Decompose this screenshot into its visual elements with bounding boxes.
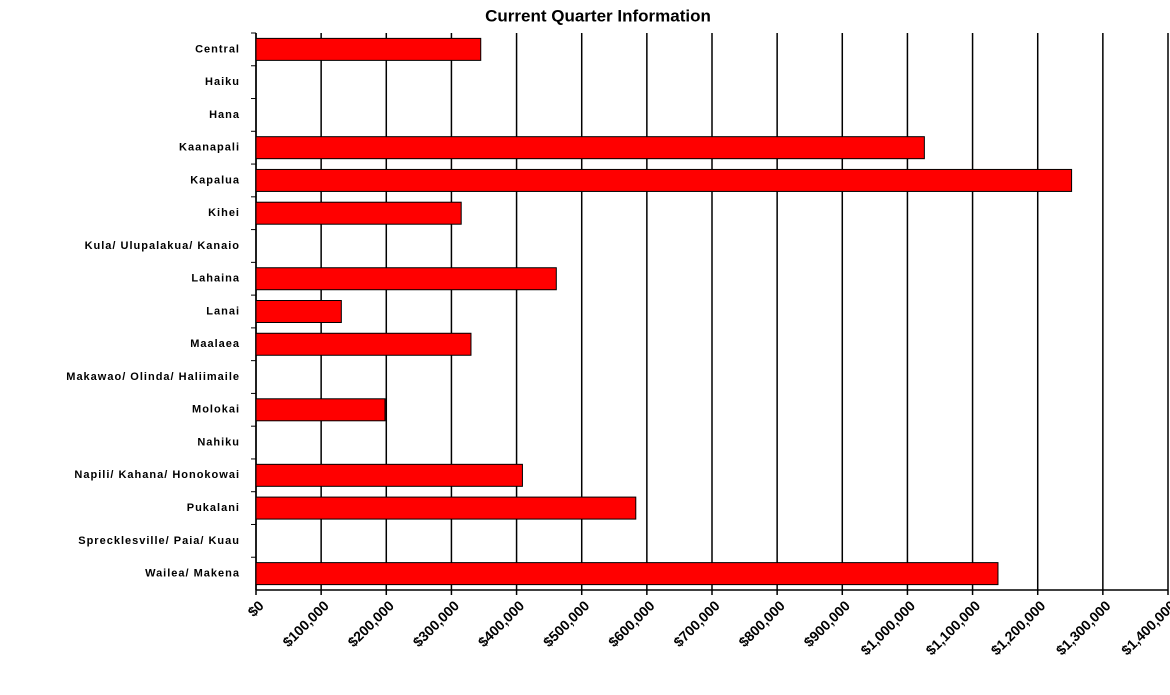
bar <box>255 168 1073 192</box>
bar <box>255 300 342 323</box>
x-tick-label: $500,000 <box>540 597 593 650</box>
y-tick-label: Wailea/ Makena <box>145 568 240 580</box>
y-tick-label: Lanai <box>206 305 240 317</box>
bar <box>255 332 472 356</box>
y-tick-label: Kula/ Ulupalakua/ Kanaio <box>85 240 240 252</box>
y-tick-label: Maalaea <box>190 338 240 350</box>
y-tick-label: Kapalua <box>190 174 240 186</box>
bar <box>255 398 386 422</box>
bar <box>255 267 557 291</box>
x-tick-label: $1,300,000 <box>1053 597 1114 658</box>
y-tick-label: Pukalani <box>187 502 240 514</box>
y-tick-label: Hana <box>209 109 240 121</box>
y-tick-label: Sprecklesville/ Paia/ Kuau <box>78 535 240 547</box>
x-tick-label: $1,400,000 <box>1118 597 1170 658</box>
x-tick-label: $400,000 <box>475 597 528 650</box>
y-tick-label: Haiku <box>205 76 240 88</box>
y-tick-label: Central <box>195 43 240 55</box>
x-tick-label: $1,100,000 <box>922 597 983 658</box>
x-tick-label: $700,000 <box>670 597 723 650</box>
x-tick-label: $900,000 <box>800 597 853 650</box>
x-tick-label: $100,000 <box>279 597 332 650</box>
bar <box>255 496 637 520</box>
x-tick-label: $600,000 <box>605 597 658 650</box>
bar <box>255 201 462 225</box>
bar <box>255 562 999 586</box>
bar <box>255 37 482 61</box>
y-tick-label: Napili/ Kahana/ Honokowai <box>74 469 240 481</box>
x-tick-label: $0 <box>244 597 266 619</box>
x-tick-label: $1,200,000 <box>988 597 1049 658</box>
bar <box>255 463 523 487</box>
y-tick-label: Nahiku <box>197 436 240 448</box>
bar <box>255 136 925 160</box>
y-tick-label: Molokai <box>192 404 240 416</box>
x-tick-label: $200,000 <box>344 597 397 650</box>
x-tick-label: $1,000,000 <box>857 597 918 658</box>
y-tick-label: Lahaina <box>191 273 240 285</box>
y-tick-label: Kaanapali <box>179 142 240 154</box>
y-tick-label: Kihei <box>208 207 240 219</box>
y-tick-label: Makawao/ Olinda/ Haliimaile <box>66 371 240 383</box>
x-tick-label: $300,000 <box>410 597 463 650</box>
chart-title: Current Quarter Information <box>485 6 711 25</box>
x-tick-label: $800,000 <box>735 597 788 650</box>
